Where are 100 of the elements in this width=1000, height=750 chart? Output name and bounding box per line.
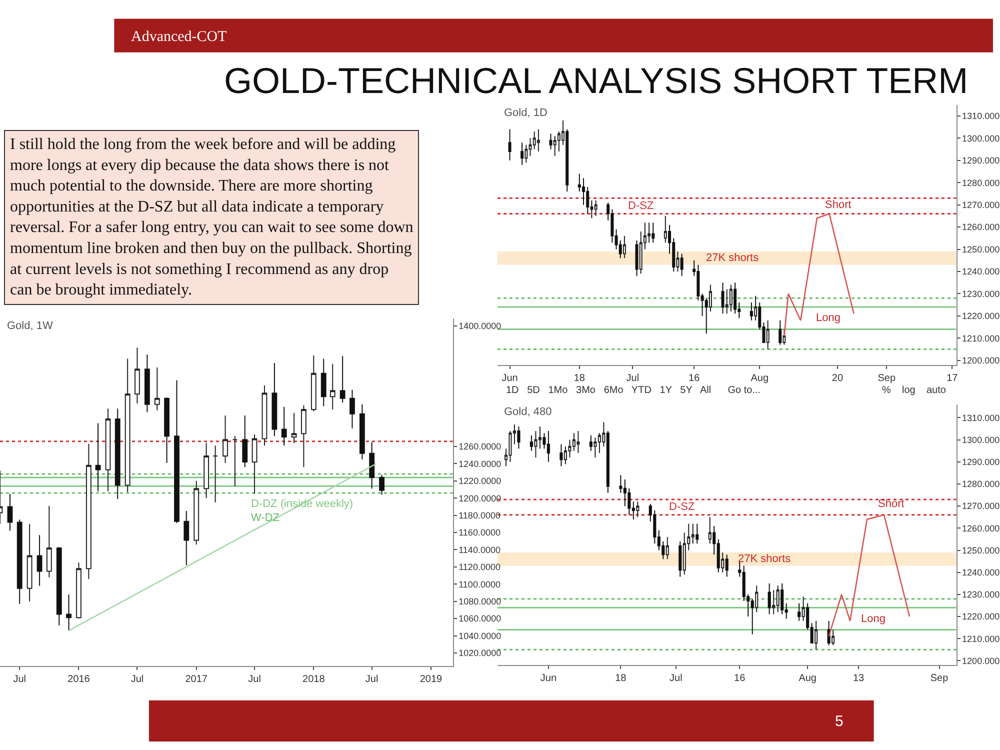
y-tick-label: 1100.0000: [458, 579, 500, 590]
text: 5: [835, 713, 844, 730]
x-tick-label: Jun: [540, 673, 557, 684]
candlestick: [725, 554, 728, 578]
annotation: Long: [816, 312, 840, 324]
x-tick-label: Jun: [502, 372, 518, 384]
candlestick: [272, 362, 278, 437]
y-tick-label: 1240.000: [962, 266, 1000, 277]
candlestick: [708, 284, 712, 312]
y-tick-label: 1230.000: [962, 590, 1000, 600]
candlestick: [369, 442, 375, 490]
candlestick: [678, 540, 682, 578]
candlestick: [589, 434, 592, 452]
y-tick-label: 1180.0000: [458, 510, 500, 520]
candlestick: [635, 240, 638, 276]
candlestick: [576, 430, 580, 454]
candlestick: [520, 142, 524, 166]
y-tick-label: 1280.000: [962, 178, 1000, 188]
y-tick-label: 1040.0000: [458, 630, 502, 641]
candlestick: [814, 620, 818, 650]
candlestick: [536, 128, 540, 152]
y-tick-label: 1200.000: [962, 355, 1000, 366]
candlestick: [782, 328, 786, 346]
candlestick: [517, 426, 520, 450]
x-tick-label: Sep: [930, 673, 949, 684]
x-tick-label: Jul: [670, 673, 682, 684]
candlestick: [832, 629, 835, 646]
y-tick-label: 1260.0000: [458, 442, 502, 452]
y-tick-label: 1200.000: [962, 656, 1000, 666]
candlestick: [530, 434, 534, 452]
candlestick: [780, 582, 784, 615]
ref-line-label: D-SZ: [669, 501, 695, 513]
y-tick-label: 1310.000: [962, 412, 1000, 423]
y-tick-label: 1160.0000: [458, 528, 500, 538]
candlestick: [16, 519, 22, 604]
candlestick: [76, 562, 82, 620]
candlestick: [696, 523, 699, 544]
x-tick-label: Aug: [750, 372, 769, 384]
candlestick: [212, 445, 218, 503]
candlestick: [636, 501, 640, 518]
x-tick-label: 17: [946, 372, 958, 384]
candlestick: [508, 128, 512, 161]
y-tick-label: 1300.000: [962, 434, 1000, 445]
x-tick-label: Jul: [626, 372, 640, 384]
y-tick-label: 1300.000: [962, 133, 1000, 144]
y-tick-label: 1120.0000: [458, 562, 500, 572]
candlestick: [768, 582, 771, 615]
y-tick-label: 1400.0000: [458, 321, 502, 332]
y-tick-label: 1210.000: [962, 333, 1000, 344]
y-tick-label: 1260.000: [962, 523, 1000, 534]
x-tick-label: 2017: [185, 674, 208, 685]
band-label: 27K shorts: [706, 252, 760, 264]
text: Advanced-COT: [131, 29, 227, 45]
y-tick-label: 1310.000: [962, 111, 1000, 122]
candlestick: [734, 282, 737, 314]
candlestick: [606, 430, 610, 494]
chart-title: Gold, 480: [504, 406, 552, 418]
candlestick: [154, 366, 160, 411]
candlestick: [359, 404, 365, 460]
x-tick-label: Jul: [130, 674, 144, 685]
y-tick-label: 1270.000: [962, 501, 1000, 512]
candlestick: [721, 282, 724, 314]
candlestick: [708, 516, 712, 544]
candlestick: [26, 523, 32, 602]
x-tick-label: 2018: [302, 674, 326, 685]
y-tick-label: 1080.0000: [458, 596, 502, 606]
x-tick-label: Sep: [878, 372, 896, 384]
candlestick: [184, 510, 190, 566]
chart-title: Gold, 1D: [504, 107, 548, 119]
y-tick-label: 1240.0000: [458, 458, 502, 469]
y-tick-label: 1140.0000: [458, 544, 500, 555]
x-tick-label: 2019: [420, 674, 443, 685]
candlestick: [281, 406, 287, 446]
candlestick: [798, 602, 801, 622]
candlestick: [204, 442, 210, 499]
candlestick: [546, 430, 550, 462]
candlestick: [778, 320, 782, 346]
annotation: Short: [878, 498, 904, 510]
candlestick: [124, 358, 130, 493]
candlestick: [66, 594, 72, 632]
y-tick-label: 1280.000: [962, 479, 1000, 490]
candlestick: [232, 436, 238, 487]
candlestick: [666, 536, 669, 560]
candlestick: [560, 444, 563, 467]
candlestick: [114, 408, 120, 500]
y-tick-label: 1250.000: [962, 545, 1000, 556]
candlestick: [350, 389, 355, 429]
candlestick: [729, 284, 732, 312]
candlestick: [105, 408, 111, 492]
candlestick: [704, 298, 708, 334]
x-tick-label: Aug: [798, 673, 816, 684]
y-tick-label: 1290.000: [962, 457, 1000, 468]
candlestick: [755, 585, 758, 613]
candlestick: [86, 443, 92, 580]
y-tick-label: 1250.000: [962, 244, 1000, 254]
candlestick: [750, 302, 753, 321]
y-tick-label: 1220.000: [962, 612, 1000, 622]
x-tick-label: 18: [615, 673, 627, 684]
candlestick: [56, 546, 62, 626]
candlestick: [664, 215, 667, 244]
